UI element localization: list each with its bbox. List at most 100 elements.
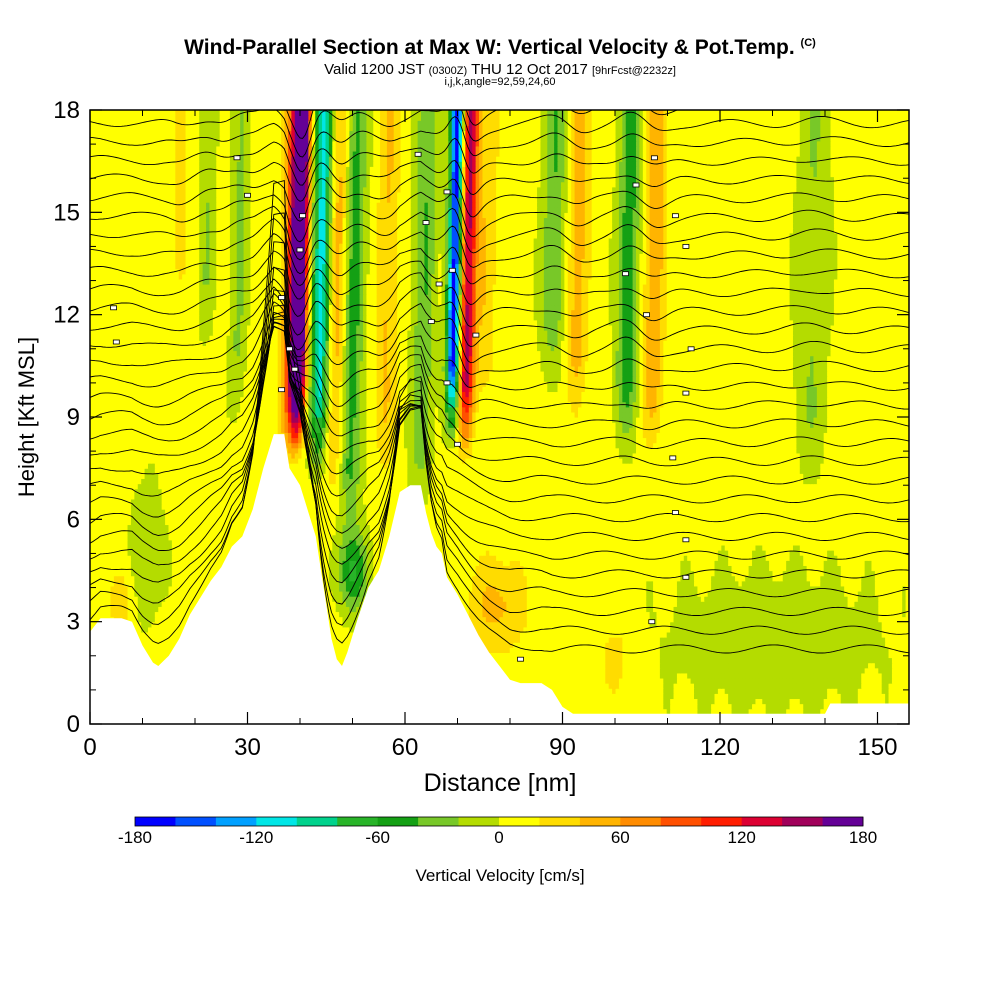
field-cell: [659, 667, 664, 674]
field-cell: [615, 647, 620, 653]
field-cell: [830, 657, 835, 664]
field-cell: [683, 667, 688, 674]
field-cell: [813, 688, 818, 694]
field-cell: [492, 616, 497, 623]
field-cell: [513, 647, 518, 653]
field-cell: [765, 703, 770, 710]
field-cell: [646, 637, 651, 643]
field-cell: [670, 683, 675, 689]
field-cell: [680, 667, 685, 674]
field-cell: [591, 637, 596, 643]
field-cell: [881, 657, 886, 664]
field-cell: [141, 631, 146, 638]
field-cell: [673, 621, 678, 628]
field-cell: [864, 693, 869, 700]
field-cell: [687, 647, 692, 653]
field-cell: [598, 626, 603, 633]
field-cell: [833, 693, 838, 700]
field-cell: [775, 621, 780, 628]
field-cell: [810, 683, 815, 689]
field-cell: [618, 647, 623, 653]
field-cell: [748, 647, 753, 653]
field-cell: [632, 662, 637, 669]
field-cell: [154, 652, 159, 659]
field-cell: [868, 652, 873, 659]
field-cell: [707, 672, 712, 679]
field-cell: [567, 672, 572, 679]
field-cell: [697, 626, 702, 633]
field-cell: [560, 657, 565, 664]
field-cell: [857, 647, 862, 653]
field-cell: [496, 637, 501, 643]
field-cell: [714, 647, 719, 653]
field-cell: [840, 683, 845, 689]
field-cell: [905, 667, 909, 674]
field-cell: [134, 626, 139, 633]
field-cell: [871, 657, 876, 664]
field-cell: [530, 662, 535, 669]
field-cell: [676, 621, 681, 628]
field-cell: [502, 626, 507, 633]
field-cell: [758, 688, 763, 694]
field-cell: [601, 657, 606, 664]
field-cell: [618, 703, 623, 710]
field-cell: [758, 657, 763, 664]
field-cell: [526, 677, 531, 684]
field-cell: [543, 672, 548, 679]
field-cell: [827, 657, 832, 664]
field-cell: [758, 693, 763, 700]
field-cell: [516, 631, 521, 638]
field-cell: [543, 616, 548, 623]
field-cell: [755, 631, 760, 638]
field-cell: [728, 647, 733, 653]
field-cell: [554, 667, 559, 674]
field-cell: [482, 637, 487, 643]
field-cell: [721, 672, 726, 679]
field-cell: [342, 652, 347, 659]
field-cell: [874, 621, 879, 628]
field-cell: [748, 662, 753, 669]
field-cell: [540, 616, 545, 623]
field-cell: [885, 662, 890, 669]
field-cell: [523, 662, 528, 669]
field-cell: [769, 652, 774, 659]
field-cell: [625, 621, 630, 628]
field-cell: [782, 642, 787, 648]
field-cell: [540, 621, 545, 628]
field-cell: [816, 647, 821, 653]
field-cell: [704, 652, 709, 659]
field-cell: [714, 688, 719, 694]
field-cell: [734, 647, 739, 653]
field-cell: [891, 631, 896, 638]
field-cell: [577, 708, 582, 715]
field-cell: [646, 626, 651, 633]
field-cell: [151, 621, 156, 628]
field-cell: [632, 667, 637, 674]
field-cell: [697, 677, 702, 684]
field-cell: [622, 662, 627, 669]
field-cell: [642, 672, 647, 679]
field-cell: [728, 626, 733, 633]
field-cell: [714, 703, 719, 710]
field-cell: [902, 667, 907, 674]
field-cell: [721, 667, 726, 674]
field-cell: [639, 667, 644, 674]
field-cell: [605, 637, 610, 643]
field-cell: [833, 657, 838, 664]
field-cell: [178, 616, 183, 623]
field-cell: [148, 637, 153, 643]
field-cell: [646, 642, 651, 648]
field-cell: [775, 652, 780, 659]
field-cell: [581, 647, 586, 653]
field-cell: [844, 698, 849, 705]
field-cell: [523, 621, 528, 628]
field-cell: [670, 677, 675, 684]
field-cell: [792, 683, 797, 689]
field-cell: [905, 688, 909, 694]
field-cell: [799, 657, 804, 664]
field-cell: [608, 662, 613, 669]
field-cell: [598, 652, 603, 659]
field-cell: [482, 616, 487, 623]
field-cell: [526, 672, 531, 679]
field-cell: [687, 683, 692, 689]
